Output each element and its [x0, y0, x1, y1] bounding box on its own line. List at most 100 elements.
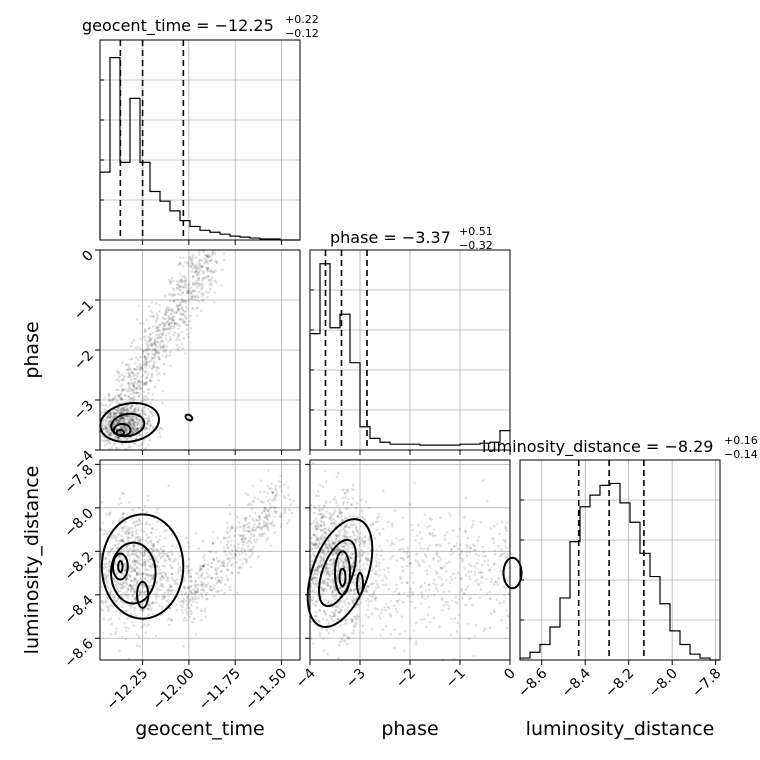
ph-ld-sample-point: [350, 618, 354, 622]
gt-phase-sample-point: [123, 417, 126, 420]
ph-ld-sample-point: [428, 588, 431, 591]
gt-phase-sample-point: [141, 411, 145, 414]
gt-phase-sample-point: [167, 331, 171, 335]
gt-ld-sample-point: [260, 532, 263, 536]
gt-phase-sample-point: [136, 427, 139, 431]
gt-ld-sample-point: [141, 562, 144, 566]
gt-phase-sample-point: [120, 397, 124, 401]
gt-ld-sample-point: [175, 603, 178, 607]
gt-phase-sample-point: [186, 291, 190, 295]
gt-ld-sample-point: [108, 511, 112, 514]
gt-phase-sample-point: [181, 347, 185, 350]
ph-ld-sample-point: [460, 549, 463, 553]
gt-phase-sample-point: [132, 415, 136, 418]
ph-ld-sample-point: [374, 565, 378, 568]
ph-ld-sample-point: [330, 586, 333, 589]
ph-ld-sample-point: [322, 558, 326, 561]
gt-ld-sample-point: [210, 585, 213, 589]
gt-phase-sample-point: [136, 424, 139, 427]
gt-phase-sample-point: [120, 416, 123, 420]
ph-ld-sample-point: [346, 606, 350, 609]
gt-ld-sample-point: [264, 495, 268, 499]
gt-phase-sample-point: [186, 289, 190, 293]
ph-ld-sample-point: [317, 564, 321, 568]
gt-phase-sample-point: [156, 314, 159, 318]
gt-ld-sample-point: [139, 538, 143, 541]
gt-phase-sample-point: [198, 264, 201, 267]
gt-ld-sample-point: [163, 558, 166, 561]
gt-ld-sample-point: [238, 525, 241, 528]
ph-ld-sample-point: [498, 554, 502, 558]
gt-phase-sample-point: [120, 416, 123, 420]
gt-ld-sample-point: [214, 551, 218, 554]
gt-phase-sample-point: [119, 425, 123, 429]
gt-ld-sample-point: [185, 536, 188, 540]
gt-ld-sample-point: [135, 581, 138, 585]
gt-ld-sample-point: [280, 489, 284, 493]
gt-ld-sample-point: [217, 589, 220, 593]
ph-ld-sample-point: [312, 582, 316, 586]
ph-ld-sample-point: [350, 502, 353, 506]
ph-ld-sample-point: [459, 577, 463, 581]
gt-ld-sample-point: [266, 484, 270, 488]
gt-phase-sample-point: [141, 366, 144, 370]
gt-ld-sample-point: [138, 520, 142, 523]
gt-ld-sample-point: [200, 583, 204, 586]
gt-phase-sample-point: [145, 427, 149, 431]
ph-ld-sample-point: [372, 567, 375, 570]
gt-ld-sample-point: [159, 553, 162, 556]
gt-ld-sample-point: [133, 563, 137, 567]
luminosity-distance-title-plus: +0.16: [724, 434, 758, 447]
gt-phase-sample-point: [116, 421, 119, 425]
ph-ld-sample-point: [459, 557, 462, 560]
ph-ld-sample-point: [327, 549, 330, 552]
gt-phase-sample-point: [133, 420, 136, 424]
gt-ld-sample-point: [265, 517, 269, 520]
gt-ld-sample-point: [138, 538, 142, 542]
gt-phase-sample-point: [116, 437, 119, 441]
gt-phase-sample-point: [153, 341, 157, 345]
gt-phase-sample-point: [190, 292, 193, 296]
gt-phase-sample-point: [185, 299, 188, 303]
gt-ld-sample-point: [122, 492, 125, 496]
ph-ld-sample-point: [378, 574, 382, 577]
gt-phase-sample-point: [103, 408, 107, 411]
gt-ld-sample-point: [204, 615, 207, 619]
gt-ld-sample-point: [254, 529, 258, 532]
gt-ld-sample-point: [133, 597, 137, 601]
gt-ld-sample-point: [235, 526, 238, 530]
gt-phase-sample-point: [144, 370, 147, 374]
luminosity-distance-title: luminosity_distance = −8.29: [482, 437, 713, 457]
ph-ld-sample-point: [346, 501, 350, 504]
gt-phase-sample-point: [111, 400, 114, 404]
gt-ld-sample-point: [165, 599, 168, 603]
gt-ld-sample-point: [147, 535, 151, 539]
gt-phase-sample-point: [120, 426, 124, 429]
gt-ld-sample-point: [189, 585, 193, 588]
ph-ld-sample-point: [338, 532, 341, 535]
ph-ld-sample-point: [363, 517, 367, 521]
gt-ld-sample-point: [151, 612, 155, 616]
ph-ld-sample-point: [320, 552, 324, 555]
gt-ld-sample-point: [215, 557, 219, 560]
gt-ld-sample-point: [123, 569, 127, 573]
gt-phase-sample-point: [156, 428, 160, 431]
gt-phase-sample-point: [132, 424, 136, 428]
gt-ld-sample-point: [208, 587, 212, 591]
gt-ld-sample-point: [270, 487, 273, 491]
gt-ld-sample-point: [160, 582, 163, 585]
ph-ld-sample-point: [315, 539, 318, 542]
gt-phase-sample-point: [181, 308, 185, 312]
gt-ld-sample-point: [101, 522, 105, 525]
gt-phase-sample-point: [142, 362, 146, 365]
gt-phase-sample-point: [119, 426, 123, 430]
ph-ld-sample-point: [315, 582, 318, 586]
marginal-phase-panel: [309, 249, 511, 451]
gt-phase-sample-point: [168, 322, 171, 326]
luminosity-distance-xtick-label: −8.4: [559, 665, 594, 700]
ph-ld-sample-point: [389, 612, 392, 616]
gt-phase-sample-point: [108, 433, 111, 437]
gt-ld-sample-point: [135, 532, 138, 536]
gt-ld-sample-point: [185, 596, 189, 599]
gt-phase-sample-point: [195, 272, 199, 276]
